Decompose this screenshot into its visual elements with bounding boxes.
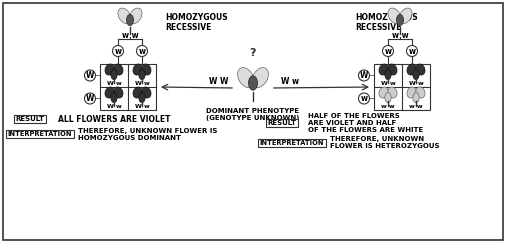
Text: RESULT: RESULT [267, 120, 296, 126]
Text: W: W [86, 71, 94, 80]
Ellipse shape [406, 64, 415, 75]
Bar [100, 64, 156, 110]
Ellipse shape [406, 87, 415, 98]
Ellipse shape [396, 14, 402, 26]
Ellipse shape [133, 87, 142, 98]
Ellipse shape [248, 76, 257, 90]
Ellipse shape [387, 8, 400, 24]
Ellipse shape [111, 69, 117, 80]
Text: w w: w w [380, 104, 394, 109]
Ellipse shape [105, 64, 114, 75]
Text: w w: w w [391, 31, 408, 40]
Text: W w: W w [380, 81, 394, 86]
Text: W w: W w [134, 104, 149, 109]
Text: W W: W W [208, 77, 228, 86]
Text: THEREFORE, UNKNOWN
FLOWER IS HETEROZYGOUS: THEREFORE, UNKNOWN FLOWER IS HETEROZYGOU… [329, 137, 439, 149]
Text: w w: w w [409, 104, 422, 109]
Ellipse shape [129, 8, 142, 24]
Text: ?: ? [249, 48, 256, 58]
Text: INTERPRETATION: INTERPRETATION [8, 131, 72, 137]
Text: W w: W w [280, 77, 298, 86]
Ellipse shape [237, 68, 254, 88]
Ellipse shape [105, 87, 114, 98]
Text: HOMOZYGOUS
RECESSIVE: HOMOZYGOUS RECESSIVE [355, 13, 417, 32]
Text: THEREFORE, UNKNOWN FLOWER IS
HOMOZYGOUS DOMINANT: THEREFORE, UNKNOWN FLOWER IS HOMOZYGOUS … [78, 128, 217, 140]
Text: w: w [408, 46, 415, 55]
Text: W w: W w [408, 81, 423, 86]
Text: w: w [360, 94, 367, 103]
Text: W: W [86, 94, 94, 103]
Ellipse shape [141, 87, 150, 98]
Text: W w: W w [107, 104, 121, 109]
Text: RESULT: RESULT [16, 116, 44, 122]
Circle shape [136, 45, 147, 57]
Ellipse shape [133, 64, 142, 75]
Ellipse shape [384, 93, 390, 103]
Circle shape [112, 45, 123, 57]
Text: w w: w w [121, 31, 138, 40]
Ellipse shape [141, 64, 150, 75]
Text: DOMINANT PHENOTYPE
(GENOTYPE UNKNOWN): DOMINANT PHENOTYPE (GENOTYPE UNKNOWN) [206, 108, 299, 121]
Ellipse shape [384, 69, 390, 80]
Ellipse shape [126, 14, 133, 26]
Ellipse shape [138, 93, 145, 103]
Circle shape [382, 45, 393, 57]
Text: INTERPRETATION: INTERPRETATION [259, 140, 324, 146]
Ellipse shape [378, 87, 387, 98]
Ellipse shape [415, 87, 424, 98]
Circle shape [358, 70, 369, 81]
Ellipse shape [387, 87, 396, 98]
Text: W: W [359, 71, 368, 80]
Ellipse shape [114, 87, 123, 98]
Ellipse shape [118, 8, 131, 24]
Ellipse shape [138, 69, 145, 80]
Text: ALL FLOWERS ARE VIOLET: ALL FLOWERS ARE VIOLET [58, 114, 170, 123]
Ellipse shape [114, 64, 123, 75]
Text: HOMOZYGOUS
RECESSIVE: HOMOZYGOUS RECESSIVE [165, 13, 227, 32]
Ellipse shape [387, 64, 396, 75]
Text: w: w [384, 46, 391, 55]
Circle shape [406, 45, 417, 57]
Ellipse shape [398, 8, 411, 24]
Circle shape [84, 70, 95, 81]
Circle shape [84, 93, 95, 104]
Text: w: w [138, 46, 145, 55]
Text: W w: W w [107, 81, 121, 86]
Bar [373, 64, 429, 110]
Ellipse shape [412, 69, 418, 80]
Ellipse shape [412, 93, 418, 103]
Ellipse shape [251, 68, 268, 88]
Text: w: w [114, 46, 121, 55]
Circle shape [358, 93, 369, 104]
Ellipse shape [378, 64, 387, 75]
Text: HALF OF THE FLOWERS
ARE VIOLET AND HALF
OF THE FLOWERS ARE WHITE: HALF OF THE FLOWERS ARE VIOLET AND HALF … [308, 113, 422, 133]
Ellipse shape [111, 93, 117, 103]
Ellipse shape [415, 64, 424, 75]
Text: W w: W w [134, 81, 149, 86]
